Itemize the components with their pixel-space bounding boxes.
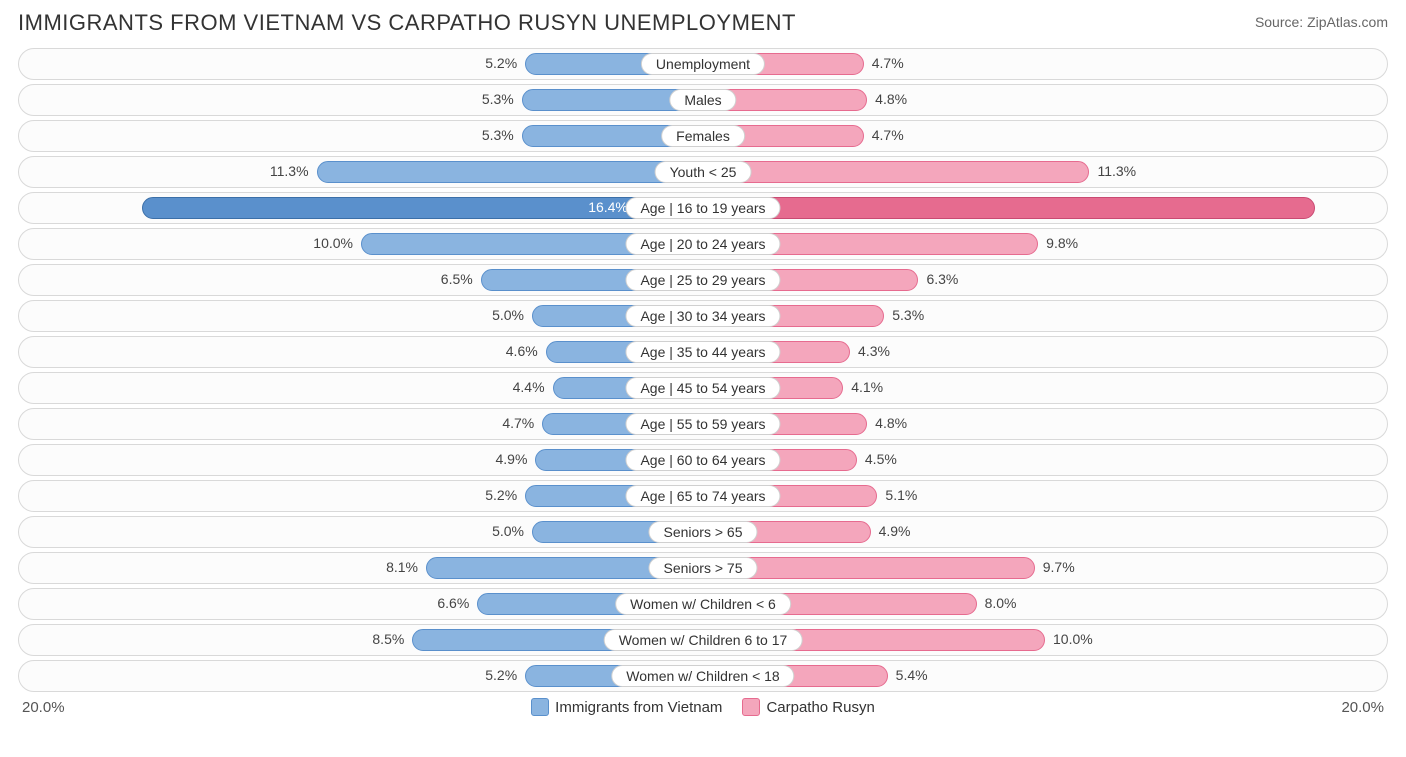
category-label: Age | 30 to 34 years: [625, 305, 780, 327]
value-label-a: 5.0%: [492, 307, 524, 323]
chart-row: 10.0% 9.8% Age | 20 to 24 years: [18, 228, 1388, 260]
value-label-a: 6.6%: [437, 595, 469, 611]
category-label: Women w/ Children 6 to 17: [604, 629, 803, 651]
category-label: Women w/ Children < 18: [611, 665, 794, 687]
category-label: Age | 20 to 24 years: [625, 233, 780, 255]
diverging-bar-chart: 5.2% 4.7% Unemployment 5.3% 4.8% Males 5.3% 4.7…: [18, 48, 1388, 692]
value-label-b: 4.1%: [851, 379, 883, 395]
category-label: Youth < 25: [655, 161, 752, 183]
value-label-a: 4.7%: [502, 415, 534, 431]
value-label-a: 11.3%: [270, 163, 309, 179]
chart-row: 4.4% 4.1% Age | 45 to 54 years: [18, 372, 1388, 404]
value-label-b: 5.1%: [885, 487, 917, 503]
value-label-b: 5.4%: [896, 667, 928, 683]
bar-series-a: [317, 161, 703, 183]
value-label-b: 5.3%: [892, 307, 924, 323]
value-label-a: 5.2%: [485, 487, 517, 503]
chart-row: 5.3% 4.8% Males: [18, 84, 1388, 116]
value-label-a: 5.2%: [485, 667, 517, 683]
value-label-a: 5.0%: [492, 523, 524, 539]
value-label-a: 8.5%: [372, 631, 404, 647]
value-label-a: 8.1%: [386, 559, 418, 575]
legend: Immigrants from Vietnam Carpatho Rusyn: [531, 698, 875, 716]
value-label-a: 4.4%: [513, 379, 545, 395]
value-label-b: 4.8%: [875, 91, 907, 107]
value-label-b: 4.7%: [872, 55, 904, 71]
chart-row: 5.0% 4.9% Seniors > 65: [18, 516, 1388, 548]
value-label-a: 10.0%: [313, 235, 353, 251]
category-label: Unemployment: [641, 53, 765, 75]
chart-row: 5.3% 4.7% Females: [18, 120, 1388, 152]
chart-row: 11.3% 11.3% Youth < 25: [18, 156, 1388, 188]
axis-max-right: 20.0%: [1341, 699, 1384, 716]
category-label: Age | 55 to 59 years: [625, 413, 780, 435]
chart-title: IMMIGRANTS FROM VIETNAM VS CARPATHO RUSY…: [18, 10, 796, 36]
value-label-b: 6.3%: [926, 271, 958, 287]
legend-swatch-b: [742, 698, 760, 716]
chart-row: 6.5% 6.3% Age | 25 to 29 years: [18, 264, 1388, 296]
value-label-b: 9.7%: [1043, 559, 1075, 575]
chart-row: 5.2% 5.4% Women w/ Children < 18: [18, 660, 1388, 692]
category-label: Seniors > 65: [649, 521, 758, 543]
chart-row: 8.1% 9.7% Seniors > 75: [18, 552, 1388, 584]
chart-row: 5.2% 5.1% Age | 65 to 74 years: [18, 480, 1388, 512]
chart-row: 4.9% 4.5% Age | 60 to 64 years: [18, 444, 1388, 476]
bar-series-b: [703, 161, 1089, 183]
value-label-a: 5.3%: [482, 127, 514, 143]
legend-label-b: Carpatho Rusyn: [766, 699, 874, 716]
category-label: Age | 60 to 64 years: [625, 449, 780, 471]
chart-source: Source: ZipAtlas.com: [1255, 14, 1388, 30]
category-label: Age | 35 to 44 years: [625, 341, 780, 363]
category-label: Women w/ Children < 6: [615, 593, 791, 615]
value-label-a: 5.3%: [482, 91, 514, 107]
category-label: Age | 16 to 19 years: [625, 197, 780, 219]
value-label-a: 6.5%: [441, 271, 473, 287]
legend-item-a: Immigrants from Vietnam: [531, 698, 722, 716]
chart-row: 16.4%17.9%Age | 16 to 19 years: [18, 192, 1388, 224]
chart-footer: 20.0% Immigrants from Vietnam Carpatho R…: [18, 698, 1388, 716]
legend-item-b: Carpatho Rusyn: [742, 698, 874, 716]
category-label: Age | 65 to 74 years: [625, 485, 780, 507]
chart-row: 5.2% 4.7% Unemployment: [18, 48, 1388, 80]
axis-max-left: 20.0%: [22, 699, 65, 716]
value-label-b: 4.9%: [879, 523, 911, 539]
category-label: Age | 45 to 54 years: [625, 377, 780, 399]
value-label-b: 4.8%: [875, 415, 907, 431]
value-label-a: 4.9%: [496, 451, 528, 467]
value-label-a: 16.4%: [588, 199, 628, 215]
chart-row: 4.6% 4.3% Age | 35 to 44 years: [18, 336, 1388, 368]
chart-row: 6.6% 8.0% Women w/ Children < 6: [18, 588, 1388, 620]
category-label: Females: [661, 125, 745, 147]
value-label-b: 4.5%: [865, 451, 897, 467]
chart-row: 5.0% 5.3% Age | 30 to 34 years: [18, 300, 1388, 332]
legend-swatch-a: [531, 698, 549, 716]
value-label-a: 4.6%: [506, 343, 538, 359]
value-label-b: 4.7%: [872, 127, 904, 143]
category-label: Age | 25 to 29 years: [625, 269, 780, 291]
chart-row: 4.7% 4.8% Age | 55 to 59 years: [18, 408, 1388, 440]
value-label-b: 10.0%: [1053, 631, 1093, 647]
category-label: Males: [669, 89, 736, 111]
value-label-b: 9.8%: [1046, 235, 1078, 251]
chart-row: 8.5% 10.0% Women w/ Children 6 to 17: [18, 624, 1388, 656]
value-label-b: 11.3%: [1097, 163, 1136, 179]
value-label-a: 5.2%: [485, 55, 517, 71]
value-label-b: 4.3%: [858, 343, 890, 359]
legend-label-a: Immigrants from Vietnam: [555, 699, 722, 716]
chart-header: IMMIGRANTS FROM VIETNAM VS CARPATHO RUSY…: [18, 10, 1388, 36]
category-label: Seniors > 75: [649, 557, 758, 579]
bar-series-b: [703, 197, 1315, 219]
value-label-b: 8.0%: [985, 595, 1017, 611]
